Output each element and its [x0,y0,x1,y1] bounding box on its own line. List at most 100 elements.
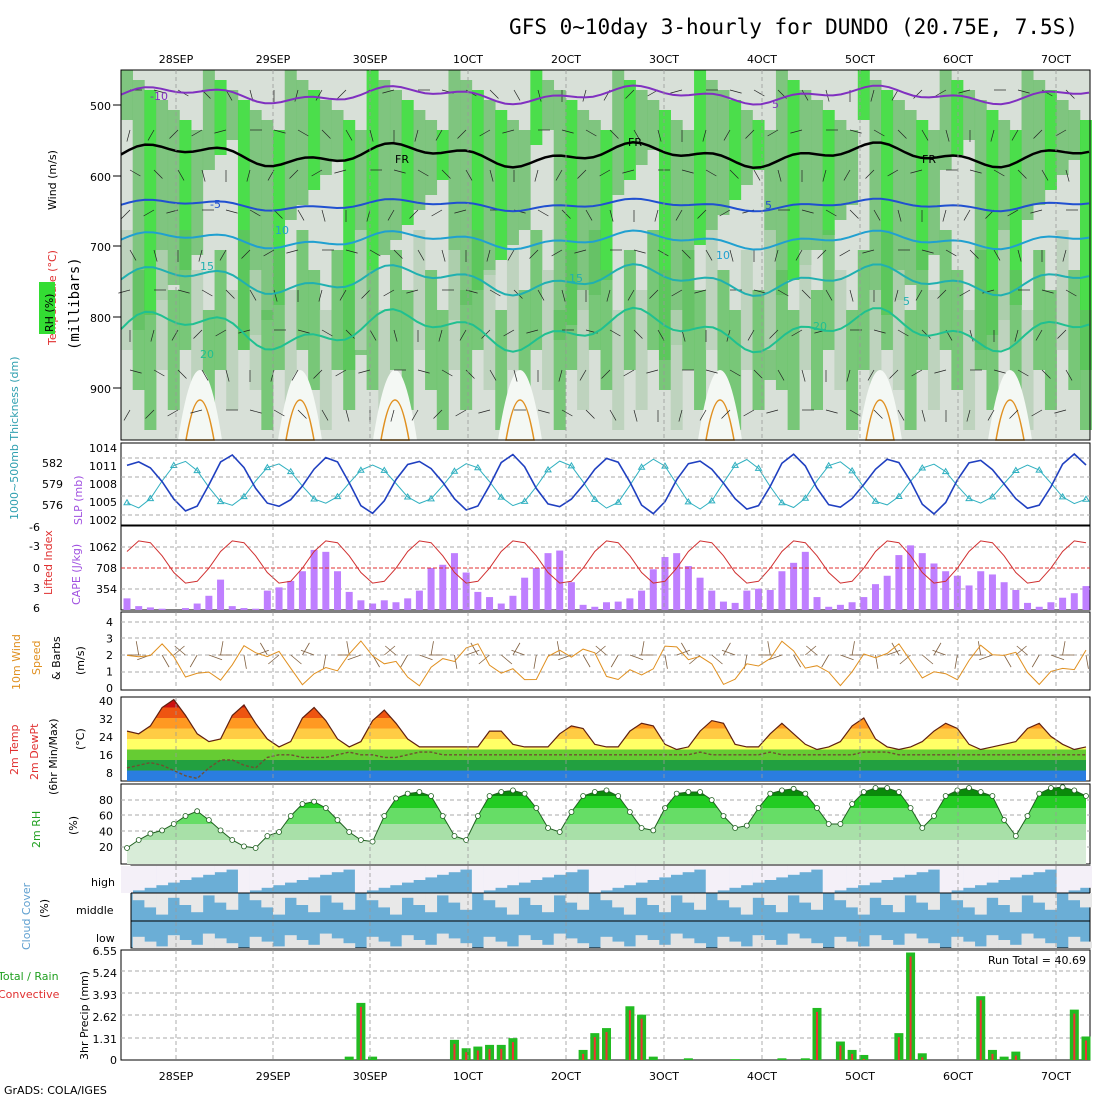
wind-barb-10m [1003,654,1012,668]
cloud-middle-gap [132,893,145,901]
thickness-marker [310,495,319,502]
rh-point [1036,790,1043,797]
contour-15 [120,263,1090,297]
rh-point [287,813,294,819]
upper-rh-label: RH (%) [43,294,56,332]
cape-bar [497,603,505,610]
wind-tick: 4 [106,616,113,629]
thickness-marker [333,492,342,500]
rh-band [717,90,730,215]
contour-label: 15 [569,272,583,285]
cape-bar [427,568,435,610]
cloud-low-gap [179,940,192,948]
li-tick: 3 [33,582,40,595]
rh-band [834,120,847,220]
wind-barb [561,129,574,134]
rh-band [927,130,940,255]
thickness-marker [801,494,810,501]
cloud-middle-gap [436,893,449,896]
wind-barb-10m [979,654,993,661]
wind-barb [263,249,275,257]
wind-barb-10m [723,642,731,656]
wind-barb [1033,129,1043,139]
wind-barb [411,409,419,421]
precip-convective-bar [979,1000,982,1060]
rh-band [1021,70,1034,220]
wind-barb [1041,369,1051,379]
contour-5 [120,197,1090,213]
wind-barb [601,369,611,379]
cloud-low-gap [378,941,391,948]
rh-band [635,90,648,165]
contour-20 [120,306,1090,354]
cape-bar [310,549,318,610]
wind-barb-10m [478,654,490,665]
rh-point [439,813,446,819]
wind-barb-10m [135,641,140,656]
cape-bar [1000,582,1008,610]
wind-barb-10m [322,654,327,669]
cloud-high-gap [156,866,169,886]
rh-point [779,787,785,794]
wind-barb [1062,249,1067,262]
wind-barb-10m [268,654,280,665]
cloud-middle-gap [577,893,590,910]
wind-barb [585,209,593,221]
wind-barb [1054,409,1067,414]
cape-bar [415,590,423,610]
wind-barb [225,369,230,382]
rh-band [436,310,449,430]
wind-barb [969,169,982,174]
rh-band [904,110,917,285]
cloud-high-gap [378,866,391,888]
cloud-middle-gap [553,893,566,896]
wind-barb [321,129,331,139]
rh-band [191,130,204,255]
wind-barb [1030,209,1043,214]
precip-bar [800,1058,810,1060]
wind-barb [1065,289,1077,297]
wind-barb [1035,329,1043,341]
rh-point [837,821,844,827]
cloud-low-gap [752,935,765,948]
cloud-low-gap [413,940,426,948]
level-label: 800 [90,312,111,325]
cloud-low-gap [927,943,940,948]
cloud-low-gap [1044,943,1057,948]
wind-barb [801,369,806,382]
wind-barb-10m [891,642,900,656]
rh-band [1044,90,1057,190]
cape-bar [556,550,564,610]
wind-barb [825,289,833,301]
temp-band [127,760,1086,771]
rh-point [802,790,809,797]
wind-barb [937,289,947,299]
rh-point [416,789,423,795]
date-label-top: 3OCT [649,53,679,66]
wind-barb [537,89,542,102]
temp2m-unit: (°C) [74,728,87,750]
rh-point [954,787,961,794]
wind-barb [873,329,886,334]
rh-band [144,90,157,315]
wind-barb [633,409,638,422]
slp-tick: 1008 [89,478,117,491]
rh-point [1024,813,1031,819]
cape-bar [942,571,950,610]
wind-barb-10m [511,649,525,656]
contour-label: 15 [200,260,214,273]
cloud-middle-gap [460,893,473,910]
wind-barb [774,249,779,262]
cloud-high-gap [1080,866,1092,888]
rh-band [121,70,133,120]
wind-barb [507,249,515,261]
rh-band [951,80,964,155]
cape-bar [158,608,166,610]
wind-barb [249,209,261,217]
wind-barb-10m [768,654,783,661]
contour-label: 20 [200,348,214,361]
wind-barb [129,169,141,177]
rh-band [202,70,215,170]
rh-band [460,290,473,410]
cloud-low-gap [600,936,613,948]
